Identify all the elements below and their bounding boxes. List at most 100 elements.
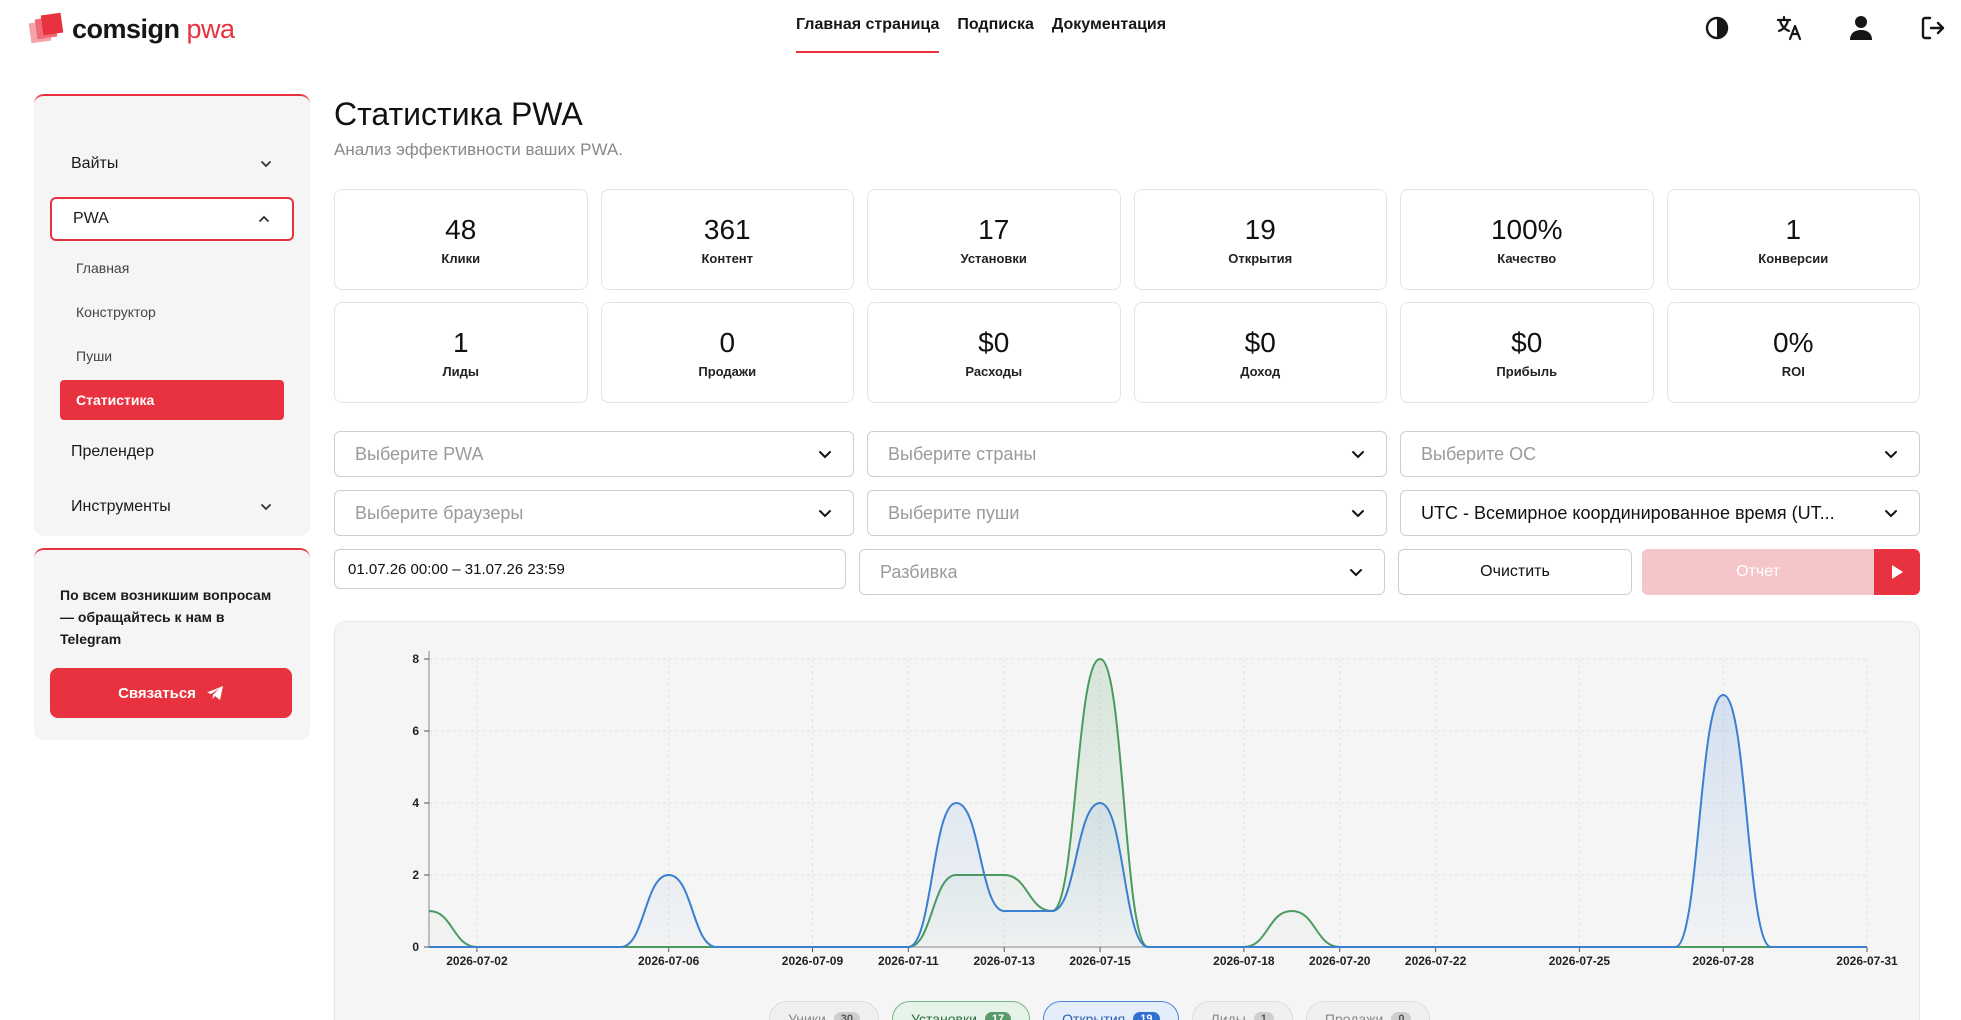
sidebar-subitem-pushes[interactable]: Пуши <box>76 348 113 364</box>
stat-value: 361 <box>703 214 751 245</box>
stat-value: 19 <box>1244 214 1276 245</box>
contact-button[interactable]: Связаться <box>50 668 292 718</box>
theme-toggle-icon[interactable] <box>1701 12 1733 44</box>
y-tick-label: 0 <box>412 940 419 954</box>
pushes-select-text: Выберите пуши <box>888 502 1020 523</box>
stat-card-conversions: 1 Конверсии <box>1666 189 1920 290</box>
os-select[interactable]: Выберите ОС <box>1400 431 1920 477</box>
stat-label: Доход <box>1240 364 1281 379</box>
sidebar-item-prelander[interactable]: Прелендер <box>50 430 294 474</box>
legend-count: 17 <box>984 1012 1012 1020</box>
nav-item-docs[interactable]: Документация <box>1051 16 1167 33</box>
pwa-select[interactable]: Выберите PWA <box>334 431 854 477</box>
legend-toggle-opens[interactable]: Открытия 19 <box>1043 1001 1179 1020</box>
legend-toggle-uniques[interactable]: Уники 30 <box>769 1001 880 1020</box>
sidebar-subitem-home[interactable]: Главная <box>76 260 130 276</box>
stat-card-clicks: 48 Клики <box>334 189 588 290</box>
legend-toggle-installs[interactable]: Установки 17 <box>892 1001 1031 1020</box>
sidebar-item-label: Инструменты <box>71 498 171 515</box>
series-line <box>428 693 1867 948</box>
stat-card-opens: 19 Открытия <box>1133 189 1387 290</box>
stat-label: ROI <box>1781 364 1805 379</box>
stat-card-profit: $0 Прибыль <box>1400 302 1654 403</box>
y-tick-label: 4 <box>412 796 419 810</box>
x-tick-label: 2026-07-28 <box>1693 954 1755 968</box>
countries-select[interactable]: Выберите страны <box>867 431 1387 477</box>
breakdown-select[interactable]: Разбивка <box>859 549 1385 595</box>
stats-grid: 48 Клики 361 Контент 17 Установки 19 Открыти… <box>334 189 1920 403</box>
stats-line-chart: 0 2 4 6 8 2026-07-02 2026-07-06 2026-07-09 2026-… <box>412 651 1898 968</box>
stat-value: 0% <box>1773 327 1814 358</box>
x-tick-label: 2026-07-02 <box>446 954 508 968</box>
page-subtitle: Анализ эффективности ваших PWA. <box>334 140 623 159</box>
pwa-submenu: Главная Конструктор Пуши Статистика <box>34 248 310 420</box>
nav-item-subscription[interactable]: Подписка <box>957 16 1034 33</box>
sidebar-subitem-constructor[interactable]: Конструктор <box>76 304 156 320</box>
sidebar-item-tools[interactable]: Инструменты <box>50 485 294 529</box>
x-tick-label: 2026-07-15 <box>1069 954 1131 968</box>
stat-value: $0 <box>1511 327 1543 358</box>
chevron-down-icon <box>1885 510 1897 518</box>
sidebar-item-whites[interactable]: Вайты <box>50 142 294 186</box>
series-area <box>429 695 1867 947</box>
os-select-text: Выберите ОС <box>1421 443 1537 464</box>
x-tick-label: 2026-07-13 <box>974 954 1036 968</box>
report-button[interactable]: Отчет <box>1642 549 1920 595</box>
stat-label: Продажи <box>698 364 757 379</box>
browsers-select[interactable]: Выберите браузеры <box>334 490 854 536</box>
filters-panel: Выберите PWA Выберите страны Выберите ОС… <box>334 431 1920 608</box>
logo[interactable]: comsign pwa <box>28 10 235 48</box>
legend-count: 0 <box>1391 1012 1412 1020</box>
legend-label: Продажи <box>1324 1011 1384 1020</box>
logout-icon[interactable] <box>1917 12 1949 44</box>
sidebar-item-label: Прелендер <box>71 443 154 460</box>
timezone-select-text: UTC - Всемирное координированное время (… <box>1421 502 1835 523</box>
x-tick-label: 2026-07-25 <box>1549 954 1611 968</box>
sidebar-item-label: PWA <box>73 210 109 227</box>
legend-count: 19 <box>1133 1012 1160 1020</box>
stat-label: Прибыль <box>1496 364 1558 379</box>
stat-card-roi: 0% ROI <box>1666 302 1920 403</box>
pushes-select[interactable]: Выберите пуши <box>867 490 1387 536</box>
stat-label: Клики <box>441 251 481 266</box>
logo-mark-icon <box>28 12 64 44</box>
date-range-input[interactable]: 01.07.26 00:00 – 31.07.26 23:59 <box>334 549 846 589</box>
timezone-select[interactable]: UTC - Всемирное координированное время (… <box>1400 490 1920 536</box>
stat-card-quality: 100% Качество <box>1400 189 1654 290</box>
legend-count: 1 <box>1253 1012 1274 1020</box>
series-area <box>429 659 1867 947</box>
stat-card-content: 361 Контент <box>600 189 854 290</box>
logo-text: comsign pwa <box>72 14 235 44</box>
play-icon[interactable] <box>1874 549 1920 595</box>
sidebar-subitem-statistics[interactable]: Статистика <box>60 380 284 420</box>
chevron-down-icon <box>1352 510 1364 518</box>
x-tick-label: 2026-07-11 <box>878 954 939 968</box>
nav-item-home[interactable]: Главная страница <box>796 16 940 53</box>
legend-toggle-leads[interactable]: Лиды 1 <box>1191 1001 1293 1020</box>
clear-button[interactable]: Очистить <box>1398 549 1632 595</box>
legend-label: Уники <box>788 1011 826 1020</box>
legend-count: 30 <box>833 1012 861 1020</box>
stat-card-leads: 1 Лиды <box>334 302 588 403</box>
stat-value: 100% <box>1490 214 1563 245</box>
chevron-down-icon <box>819 451 831 459</box>
chevron-down-icon <box>1350 569 1362 577</box>
support-card: По всем возникшим вопросам — обращайтесь… <box>34 548 310 740</box>
user-icon[interactable] <box>1845 12 1877 44</box>
chevron-down-icon <box>261 504 271 511</box>
x-tick-label: 2026-07-09 <box>782 954 844 968</box>
stat-value: 48 <box>445 214 477 245</box>
sidebar-item-pwa[interactable]: PWA <box>50 197 294 241</box>
legend-label: Открытия <box>1062 1011 1126 1020</box>
legend-label: Установки <box>911 1011 977 1020</box>
stat-value: $0 <box>1244 327 1276 358</box>
y-tick-label: 2 <box>412 868 419 882</box>
stat-value: $0 <box>978 327 1010 358</box>
translate-icon[interactable] <box>1773 12 1805 44</box>
telegram-icon <box>206 686 223 700</box>
legend-toggle-sales[interactable]: Продажи 0 <box>1305 1001 1431 1020</box>
chevron-down-icon <box>819 510 831 518</box>
browsers-select-text: Выберите браузеры <box>355 502 524 523</box>
y-tick-label: 6 <box>412 724 419 738</box>
stat-label: Контент <box>701 251 754 266</box>
